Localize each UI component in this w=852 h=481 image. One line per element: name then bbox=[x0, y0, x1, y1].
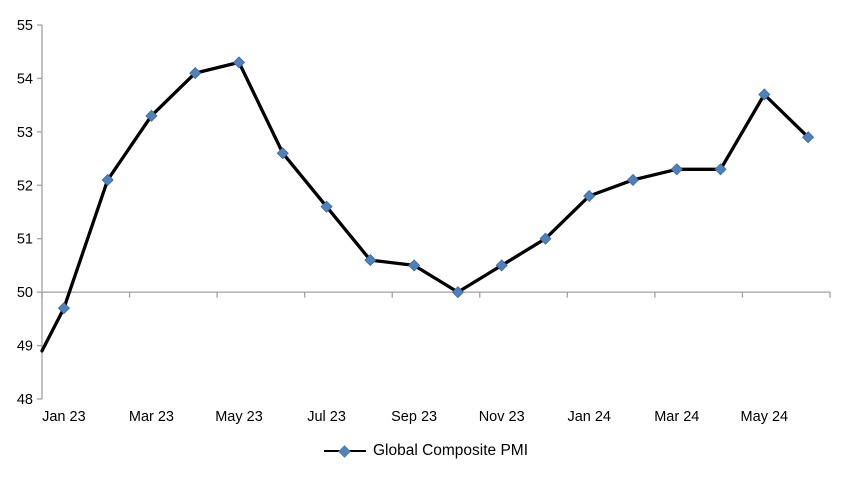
y-axis-tick-label: 49 bbox=[17, 339, 33, 355]
x-axis-tick-label: Mar 24 bbox=[654, 409, 699, 425]
x-axis-tick-label: Jul 23 bbox=[307, 409, 346, 425]
x-axis-tick-label: May 23 bbox=[215, 409, 263, 425]
data-point-marker bbox=[451, 286, 464, 299]
y-axis-tick-label: 52 bbox=[17, 178, 33, 194]
data-point-marker bbox=[189, 67, 202, 80]
y-axis-tick-label: 48 bbox=[17, 392, 33, 408]
data-point-marker bbox=[276, 147, 289, 160]
x-axis-tick-label: Jan 24 bbox=[567, 409, 611, 425]
data-point-marker bbox=[364, 254, 377, 267]
data-point-marker bbox=[802, 131, 815, 144]
x-axis-tick-label: Nov 23 bbox=[479, 409, 525, 425]
data-point-marker bbox=[101, 173, 114, 187]
data-point-marker bbox=[145, 109, 158, 122]
data-point-marker bbox=[583, 189, 596, 203]
y-axis-tick-label: 50 bbox=[17, 285, 33, 301]
y-axis-tick-label: 53 bbox=[17, 125, 33, 141]
data-point-marker bbox=[626, 173, 640, 187]
y-axis-tick-label: 51 bbox=[17, 232, 33, 248]
x-axis-tick-label: Mar 23 bbox=[129, 409, 174, 425]
data-point-marker bbox=[320, 200, 333, 213]
y-axis-tick-label: 55 bbox=[17, 18, 33, 34]
data-point-marker bbox=[670, 163, 683, 176]
data-point-marker bbox=[57, 302, 70, 315]
x-axis-tick-label: Sep 23 bbox=[391, 409, 437, 425]
data-point-marker bbox=[408, 259, 421, 272]
x-axis-tick-label: May 24 bbox=[741, 409, 789, 425]
y-axis-tick-label: 54 bbox=[17, 71, 33, 87]
data-point-marker bbox=[539, 232, 552, 245]
data-point-marker bbox=[714, 163, 727, 176]
data-point-marker bbox=[495, 259, 508, 272]
series-line bbox=[40, 60, 810, 353]
x-axis-tick-label: Jan 23 bbox=[42, 409, 86, 425]
data-point-marker bbox=[758, 88, 771, 101]
data-point-marker bbox=[232, 56, 246, 69]
